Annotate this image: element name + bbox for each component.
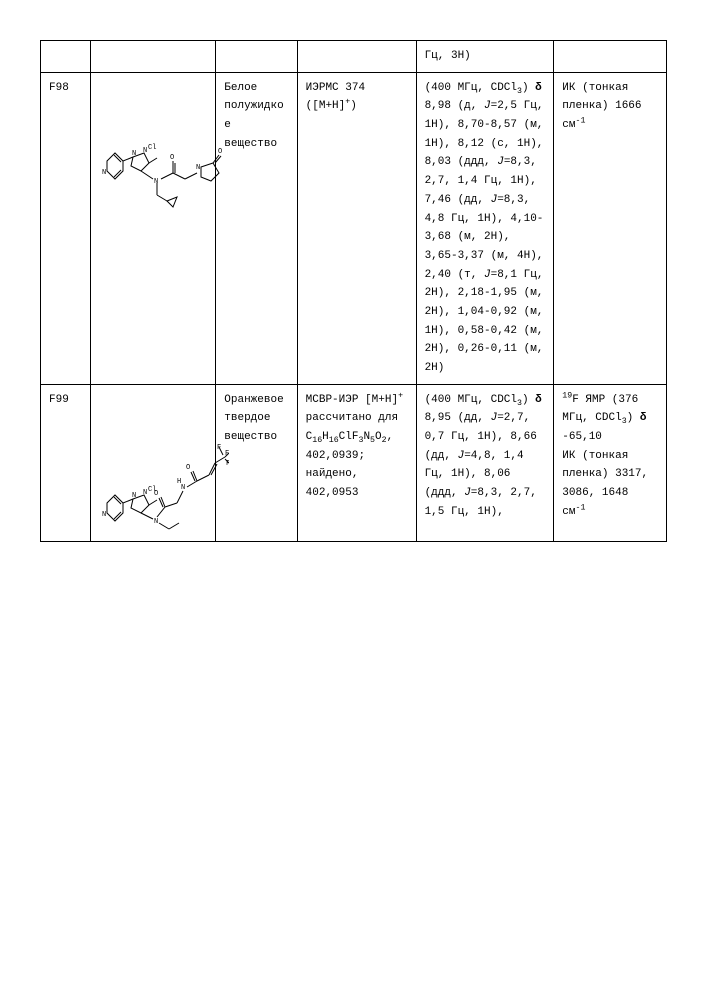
svg-text:Cl: Cl	[148, 144, 156, 152]
appearance-text: Белое полужидкое вещество	[224, 82, 283, 150]
svg-text:N: N	[154, 518, 158, 526]
compound-id-cell: F99	[41, 384, 91, 541]
svg-text:N: N	[143, 489, 147, 497]
svg-text:O: O	[154, 490, 158, 498]
ms-cell: ИЭРМС 374 ([M+H]+)	[297, 72, 416, 384]
coupling-J: J	[464, 487, 471, 499]
structure-diagram: N N N Cl N	[99, 113, 229, 213]
nmr-head: (400 МГц, CDCl	[425, 82, 517, 94]
table-row: Гц, 3H)	[41, 41, 667, 73]
nmr-cell: (400 МГц, CDCl3) δ 8,95 (дд, J=2,7, 0,7 …	[416, 384, 554, 541]
compound-id: F98	[49, 82, 69, 94]
ms-label: МСВР-ИЭР [M+H]	[306, 394, 398, 406]
structure-diagram: N N N Cl N O	[99, 425, 229, 535]
ms-cell: МСВР-ИЭР [M+H]+ рассчитано для C16H16ClF…	[297, 384, 416, 541]
table-row: F99 N N N Cl N	[41, 384, 667, 541]
svg-text:N: N	[132, 150, 136, 158]
cell-blank	[297, 41, 416, 73]
nmr-fragment-cell: Гц, 3H)	[416, 41, 554, 73]
svg-text:O: O	[218, 148, 222, 156]
nmr-head: (400 МГц, CDCl	[425, 394, 517, 406]
coupling-J: J	[497, 156, 504, 168]
appearance-cell: Белое полужидкое вещество	[216, 72, 297, 384]
compound-id: F99	[49, 394, 69, 406]
svg-text:N: N	[102, 511, 106, 519]
fnmr-isotope: 19	[562, 391, 572, 400]
svg-text:N: N	[102, 169, 106, 177]
nmr-cell: (400 МГц, CDCl3) δ 8,98 (д, J=2,5 Гц, 1H…	[416, 72, 554, 384]
svg-text:H: H	[177, 478, 181, 486]
coupling-J: J	[484, 269, 491, 281]
ir-text: ИК (тонкая пленка) 1666 см	[562, 82, 641, 131]
svg-text:O: O	[186, 464, 190, 472]
svg-text:O: O	[170, 154, 174, 162]
cell-blank	[91, 41, 216, 73]
delta-symbol: δ	[535, 82, 542, 94]
delta-symbol: δ	[640, 412, 647, 424]
structure-cell: N N N Cl N	[91, 72, 216, 384]
compound-data-table: Гц, 3H) F98 N N N	[40, 40, 667, 542]
ir-cell: ИК (тонкая пленка) 1666 см-1	[554, 72, 667, 384]
svg-text:N: N	[132, 492, 136, 500]
plus-superscript: +	[398, 391, 403, 400]
svg-text:N: N	[196, 164, 200, 172]
cell-blank	[41, 41, 91, 73]
fnmr-ir-cell: 19F ЯМР (376 МГц, CDCl3) δ -65,10 ИК (то…	[554, 384, 667, 541]
compound-id-cell: F98	[41, 72, 91, 384]
delta-symbol: δ	[535, 394, 542, 406]
appearance-text: Оранжевое твердое вещество	[224, 394, 283, 443]
ir-exp: -1	[576, 503, 586, 512]
nmr-fragment: Гц, 3H)	[425, 50, 471, 62]
cell-blank	[554, 41, 667, 73]
structure-cell: N N N Cl N O	[91, 384, 216, 541]
cell-blank	[216, 41, 297, 73]
table-row: F98 N N N Cl	[41, 72, 667, 384]
svg-text:N: N	[143, 147, 147, 155]
coupling-J: J	[484, 100, 491, 112]
ms-close: )	[350, 100, 357, 112]
svg-text:N: N	[154, 178, 158, 186]
svg-text:N: N	[181, 484, 185, 492]
ir-exp: -1	[576, 116, 586, 125]
